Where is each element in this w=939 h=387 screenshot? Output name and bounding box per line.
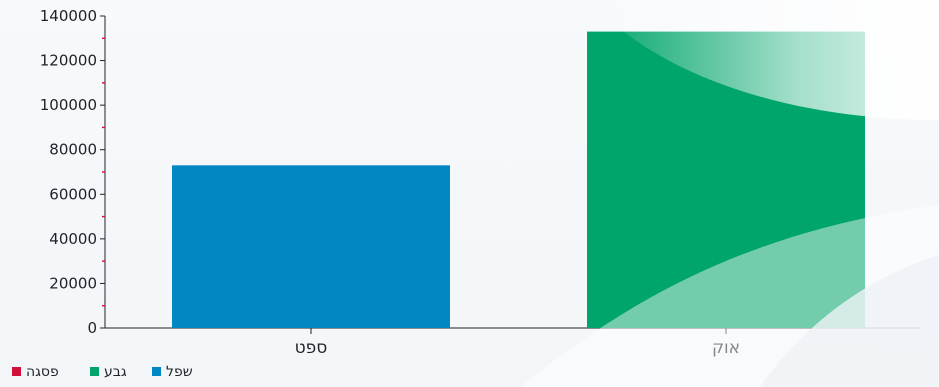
legend-swatch bbox=[12, 367, 21, 376]
y-tick-label: 80000 bbox=[49, 141, 97, 159]
x-tick-label: אוק bbox=[712, 338, 740, 358]
y-tick-label: 140000 bbox=[40, 7, 97, 25]
y-tick-label: 120000 bbox=[40, 52, 97, 70]
y-tick-label: 40000 bbox=[49, 230, 97, 248]
legend-label: פסגה bbox=[26, 364, 59, 380]
y-tick-label: 0 bbox=[87, 319, 97, 337]
y-tick-label: 20000 bbox=[49, 274, 97, 292]
legend-label: שפל bbox=[166, 364, 193, 380]
bar bbox=[587, 31, 865, 328]
y-tick-label: 100000 bbox=[40, 96, 97, 114]
x-tick-label: ספט bbox=[295, 338, 328, 358]
bar bbox=[172, 165, 450, 328]
legend-swatch bbox=[152, 367, 161, 376]
legend-label: גבע bbox=[104, 364, 127, 380]
legend-swatch bbox=[90, 367, 99, 376]
y-tick-label: 60000 bbox=[49, 185, 97, 203]
